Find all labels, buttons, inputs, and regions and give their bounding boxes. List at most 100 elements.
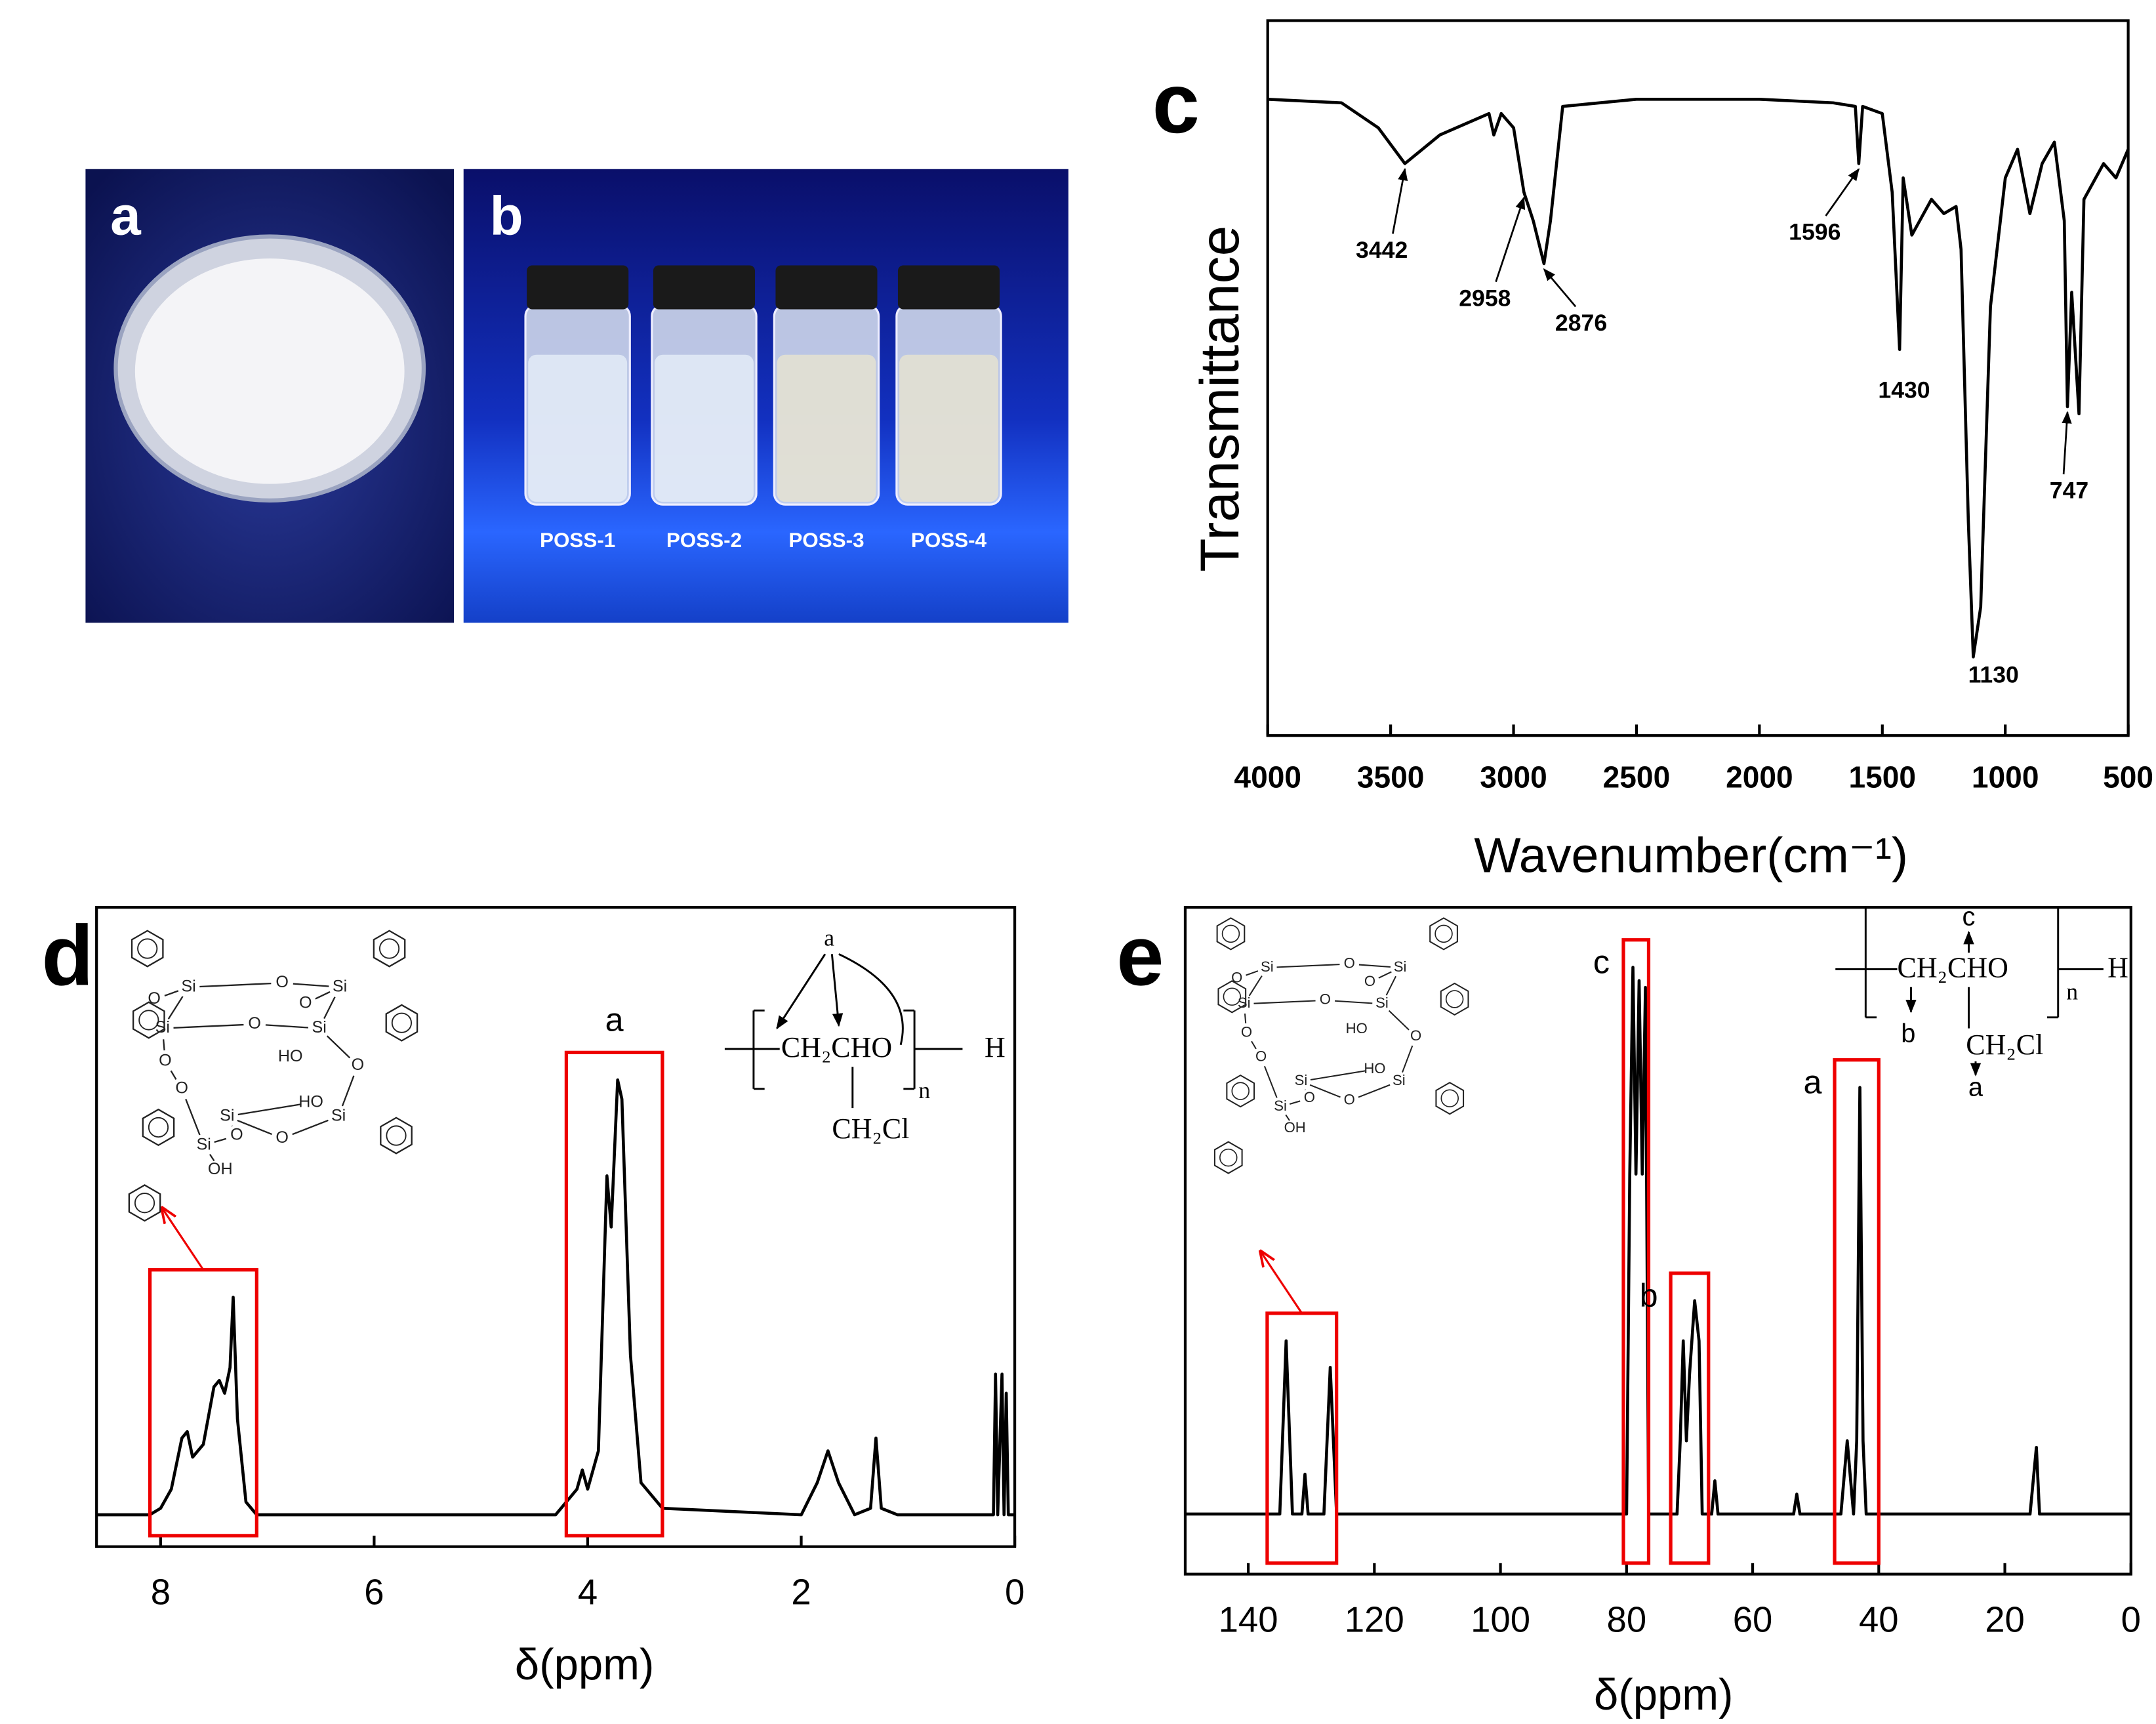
x-tick-label: 2500 [1603,760,1671,794]
x-tick-label: 80 [1607,1599,1647,1639]
atom-label: O [1231,969,1242,985]
atom-label: O [299,993,312,1012]
bond [173,1023,244,1029]
bond [293,983,329,987]
atom-label: O [159,1052,172,1070]
spectrum [96,1078,1015,1517]
atom-label: O [1364,973,1375,989]
phenyl-ring [380,1117,413,1155]
peak-arrow [2062,411,2072,475]
phenyl-inner [1219,1148,1238,1167]
bond [1285,1114,1290,1121]
bond [1358,1084,1391,1098]
bond [1358,964,1391,968]
phenyl-ring [132,1001,165,1039]
peak-label: 1596 [1789,219,1841,245]
vial-label: POSS-2 [666,529,742,552]
phenyl-ring [1216,917,1246,951]
panel-label: c [1152,55,1200,151]
phenyl-ring [131,930,164,968]
spectrum [1267,98,2130,659]
atom-label: O [352,1056,365,1074]
phenyl-ring [1440,982,1469,1016]
plot-frame [1266,19,2130,737]
atom-label: Si [1393,1072,1406,1088]
formula-text: CH₂CHO [781,1031,892,1063]
highlight-label: c [1593,943,1610,981]
phenyl-ring [142,1108,175,1147]
bond [237,1103,300,1116]
atom-label: O [1344,1092,1355,1108]
atom-label: O [1320,991,1331,1008]
x-tick-label: 1000 [1972,760,2039,794]
bond [265,1024,309,1029]
atom-label: OH [208,1160,233,1178]
formula-text: c [1963,902,1976,931]
formula-text: a [824,925,834,951]
vial-liquid [777,354,876,502]
powder [134,258,405,484]
x-tick-label: 40 [1859,1599,1899,1639]
formula-text: CH₂CHO [1898,952,2008,984]
spectrum [1185,966,2131,1516]
x-tick-label: 120 [1345,1599,1404,1639]
atom-label: HO [1346,1020,1368,1036]
bond [237,1119,272,1136]
atom-label: O [230,1126,243,1144]
highlight-box [1621,938,1651,1565]
y-axis-label: Transmittance [1189,226,1250,572]
bond [292,1119,329,1136]
phenyl-ring [128,1184,161,1222]
atom-label: Si [1274,1098,1287,1114]
pointer-arrow [162,1208,205,1271]
peak-label: 1430 [1878,377,1930,403]
phenyl-inner [386,1125,407,1146]
phenyl-ring [373,930,406,968]
panel-label: b [490,184,523,246]
x-tick-label: 8 [151,1572,171,1612]
x-tick-label: 100 [1471,1599,1530,1639]
bond [1253,1000,1316,1004]
phenyl-inner [391,1012,413,1033]
phenyl-inner [1221,924,1240,943]
vial-liquid [528,354,628,502]
atom-label: OH [1284,1119,1306,1136]
bond [1276,964,1340,968]
formula-arc [838,953,904,1046]
atom-label: HO [1364,1060,1385,1077]
bond [163,1039,165,1051]
atom-label: HO [278,1047,303,1065]
bond [323,996,336,1019]
formula-line [830,954,844,1027]
formula-line [776,953,826,1030]
peak-label: 2958 [1459,285,1511,311]
atom-label: O [175,1078,188,1097]
bond [164,990,179,996]
formula-text: H [985,1031,1006,1063]
vial-cap [775,265,878,310]
atom-label: O [1304,1089,1315,1105]
peak-arrow [1392,167,1408,234]
atom-label: O [275,973,289,991]
atom-label: Si [331,1106,346,1124]
vial-cap [897,265,1000,310]
phenyl-inner [138,1010,159,1031]
atom-label: Si [1261,958,1274,975]
x-axis-label: Wavenumber(cm⁻¹) [1474,828,1908,883]
vial-liquid [655,354,754,502]
peak-arrow [1543,268,1577,308]
atom-label: O [1255,1048,1267,1064]
bond [1309,1084,1341,1098]
x-tick-label: 20 [1985,1599,2025,1639]
atom-label: Si [1238,995,1251,1011]
x-tick-label: 500 [2103,760,2153,794]
atom-label: O [1410,1027,1421,1044]
bond [170,1070,177,1080]
bond [1310,1070,1366,1081]
formula-text: n [918,1077,930,1103]
formula-text: b [1901,1019,1915,1048]
bond [1378,971,1392,979]
vial-label: POSS-3 [788,529,864,552]
